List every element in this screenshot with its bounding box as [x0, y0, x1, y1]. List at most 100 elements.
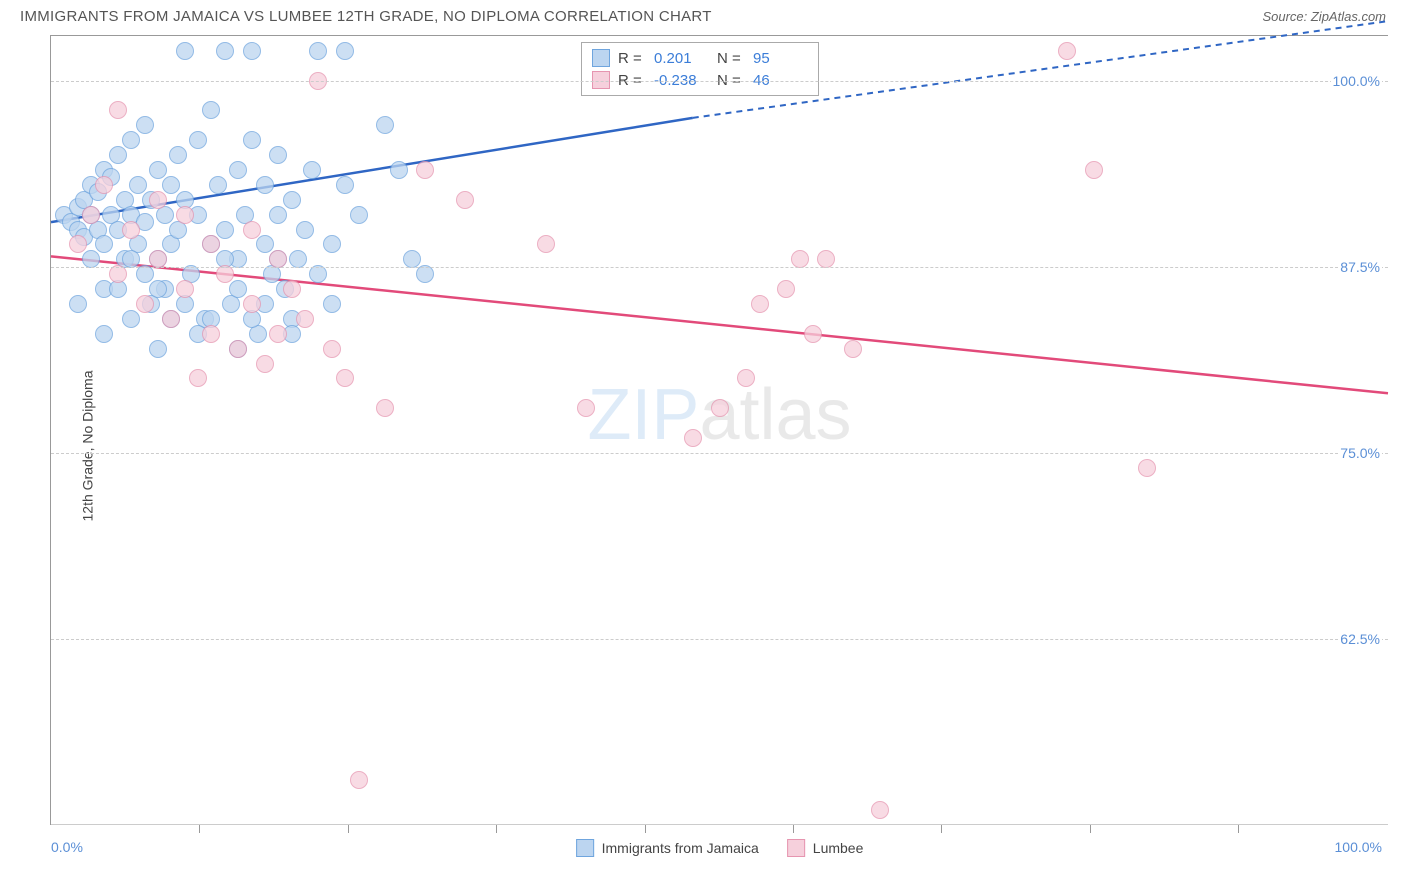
scatter-point: [376, 399, 394, 417]
scatter-point: [189, 131, 207, 149]
plot-surface: ZIPatlas R =0.201N =95R =-0.238N =46: [51, 36, 1388, 825]
scatter-point: [256, 176, 274, 194]
gridline: [51, 639, 1388, 640]
x-tick: [645, 825, 646, 833]
scatter-point: [303, 161, 321, 179]
scatter-point: [149, 161, 167, 179]
scatter-point: [323, 235, 341, 253]
stats-row: R =0.201N =95: [592, 47, 808, 69]
legend-label: Immigrants from Jamaica: [602, 840, 759, 856]
scatter-point: [243, 221, 261, 239]
scatter-point: [256, 235, 274, 253]
scatter-point: [336, 369, 354, 387]
scatter-point: [376, 116, 394, 134]
scatter-point: [136, 295, 154, 313]
scatter-point: [871, 801, 889, 819]
scatter-point: [777, 280, 795, 298]
scatter-point: [95, 235, 113, 253]
scatter-point: [309, 42, 327, 60]
scatter-point: [122, 250, 140, 268]
x-tick: [941, 825, 942, 833]
x-tick: [348, 825, 349, 833]
scatter-point: [109, 265, 127, 283]
scatter-point: [269, 146, 287, 164]
scatter-point: [817, 250, 835, 268]
scatter-point: [209, 176, 227, 194]
scatter-point: [751, 295, 769, 313]
scatter-point: [69, 235, 87, 253]
stat-n-value: 95: [753, 50, 808, 67]
scatter-point: [162, 310, 180, 328]
scatter-point: [216, 221, 234, 239]
scatter-point: [577, 399, 595, 417]
x-tick: [1090, 825, 1091, 833]
scatter-point: [229, 280, 247, 298]
scatter-point: [202, 235, 220, 253]
scatter-point: [844, 340, 862, 358]
legend-item: Immigrants from Jamaica: [576, 839, 759, 857]
gridline: [51, 81, 1388, 82]
x-axis-min-label: 0.0%: [51, 839, 83, 855]
legend-label: Lumbee: [813, 840, 864, 856]
chart-header: IMMIGRANTS FROM JAMAICA VS LUMBEE 12TH G…: [0, 0, 1406, 31]
scatter-point: [323, 340, 341, 358]
scatter-point: [229, 161, 247, 179]
scatter-point: [283, 280, 301, 298]
scatter-point: [309, 265, 327, 283]
stat-r-label: R =: [618, 50, 646, 67]
scatter-point: [804, 325, 822, 343]
scatter-point: [216, 265, 234, 283]
gridline: [51, 453, 1388, 454]
scatter-point: [269, 325, 287, 343]
scatter-point: [216, 42, 234, 60]
y-tick-label: 62.5%: [1338, 631, 1382, 647]
x-tick: [496, 825, 497, 833]
scatter-point: [136, 116, 154, 134]
scatter-point: [416, 161, 434, 179]
scatter-point: [149, 280, 167, 298]
source-attribution: Source: ZipAtlas.com: [1262, 9, 1386, 24]
scatter-point: [162, 176, 180, 194]
scatter-point: [82, 206, 100, 224]
chart-title: IMMIGRANTS FROM JAMAICA VS LUMBEE 12TH G…: [20, 8, 712, 25]
scatter-point: [283, 191, 301, 209]
scatter-point: [296, 310, 314, 328]
scatter-point: [176, 42, 194, 60]
y-tick-label: 87.5%: [1338, 259, 1382, 275]
scatter-point: [336, 176, 354, 194]
trend-lines: [51, 36, 1388, 825]
y-tick-label: 100.0%: [1331, 73, 1382, 89]
scatter-point: [537, 235, 555, 253]
series-swatch: [592, 49, 610, 67]
scatter-point: [416, 265, 434, 283]
scatter-point: [243, 131, 261, 149]
scatter-point: [129, 176, 147, 194]
x-tick: [793, 825, 794, 833]
scatter-point: [684, 429, 702, 447]
legend-item: Lumbee: [787, 839, 864, 857]
scatter-point: [109, 146, 127, 164]
scatter-point: [390, 161, 408, 179]
scatter-point: [169, 146, 187, 164]
scatter-point: [1085, 161, 1103, 179]
scatter-point: [109, 101, 127, 119]
scatter-point: [149, 191, 167, 209]
scatter-point: [176, 206, 194, 224]
scatter-point: [269, 206, 287, 224]
scatter-point: [82, 250, 100, 268]
scatter-point: [403, 250, 421, 268]
scatter-point: [189, 369, 207, 387]
scatter-point: [122, 310, 140, 328]
scatter-point: [456, 191, 474, 209]
stat-n-label: N =: [717, 50, 745, 67]
scatter-point: [1138, 459, 1156, 477]
y-tick-label: 75.0%: [1338, 445, 1382, 461]
scatter-point: [243, 295, 261, 313]
legend-swatch: [787, 839, 805, 857]
scatter-point: [1058, 42, 1076, 60]
scatter-point: [229, 340, 247, 358]
chart-plot-area: ZIPatlas R =0.201N =95R =-0.238N =46 0.0…: [50, 35, 1388, 825]
scatter-point: [95, 325, 113, 343]
scatter-point: [69, 295, 87, 313]
scatter-point: [289, 250, 307, 268]
